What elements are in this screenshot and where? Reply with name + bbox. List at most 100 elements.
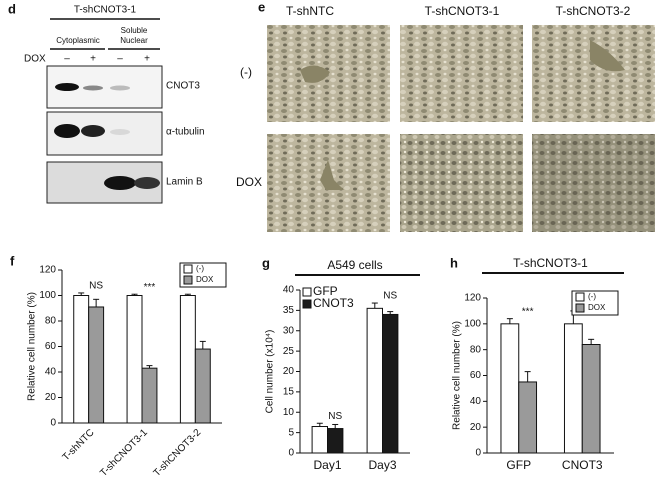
y-tick-label: 25 (283, 346, 295, 357)
y-tick-label: 0 (475, 448, 481, 459)
row-label: DOX (24, 54, 46, 65)
bar (311, 426, 329, 454)
y-tick-label: 80 (470, 344, 482, 355)
bar (518, 381, 538, 454)
micrograph (400, 134, 523, 232)
legend-swatch (302, 287, 312, 297)
annotation: NS (383, 291, 397, 302)
bar (581, 344, 601, 454)
micrograph (532, 134, 655, 232)
micrograph (400, 25, 523, 122)
micrograph-detail (590, 40, 625, 72)
bar (179, 295, 196, 424)
annotation: NS (328, 411, 342, 422)
y-axis-label: Relative cell number (%) (452, 321, 463, 430)
y-tick-label: 60 (45, 341, 57, 352)
band (54, 124, 80, 138)
y-tick-label: 15 (283, 387, 295, 398)
bar (500, 323, 520, 454)
y-tick-label: 30 (283, 325, 295, 336)
y-axis-label: Cell number (x10⁴) (265, 330, 276, 414)
band (104, 176, 136, 190)
band (55, 83, 79, 91)
legend-swatch (575, 303, 585, 313)
legend-swatch (183, 264, 193, 274)
y-tick-label: 100 (39, 290, 56, 301)
x-tick-label: CNOT3 (562, 458, 603, 472)
panel-label: g (262, 255, 270, 270)
y-tick-label: 100 (464, 318, 481, 329)
fraction-label: Nuclear (120, 36, 148, 45)
legend-label: GFP (313, 284, 338, 298)
sign: + (144, 54, 150, 65)
legend-label: DOX (196, 275, 214, 284)
fraction-label: Cytoplasmic (56, 36, 100, 45)
x-tick-label: GFP (506, 458, 531, 472)
y-tick-label: 20 (45, 392, 57, 403)
x-tick-label: T-shCNOT3-1 (98, 427, 150, 479)
bar (194, 348, 211, 424)
y-tick-label: 0 (50, 418, 56, 429)
annotation: NS (89, 281, 103, 292)
band (81, 125, 105, 137)
y-tick-label: 20 (283, 366, 295, 377)
sign: – (64, 54, 70, 65)
y-tick-label: 40 (283, 285, 295, 296)
y-tick-label: 120 (464, 293, 481, 304)
bar (327, 428, 344, 454)
bar (366, 307, 384, 454)
y-tick-label: 20 (470, 422, 482, 433)
bar (141, 367, 158, 424)
y-tick-label: 10 (283, 407, 295, 418)
chart-title: T-shCNOT3-1 (513, 256, 588, 270)
x-tick-label: Day3 (368, 458, 396, 472)
y-tick-label: 35 (283, 305, 295, 316)
y-tick-label: 5 (288, 427, 294, 438)
legend-label: (-) (588, 292, 596, 301)
y-axis-label: Relative cell number (%) (27, 292, 38, 401)
panel-label: h (450, 255, 458, 270)
bar (126, 295, 143, 424)
y-tick-label: 0 (288, 448, 294, 459)
blot-label: Lamin B (166, 177, 203, 188)
bar (73, 295, 90, 424)
bar (563, 323, 583, 454)
bar (382, 313, 399, 454)
panel-label: f (10, 253, 15, 268)
sign: – (117, 54, 123, 65)
legend-label: DOX (588, 303, 606, 312)
chart-title: A549 cells (327, 258, 382, 272)
sign: + (90, 54, 96, 65)
legend-swatch (183, 275, 193, 285)
micrograph-detail (300, 65, 330, 83)
annotation: *** (144, 282, 156, 293)
x-tick-label: Day1 (313, 458, 341, 472)
micrograph-detail (320, 160, 344, 190)
band (110, 129, 130, 135)
y-tick-label: 40 (45, 367, 57, 378)
micrograph-tint (532, 134, 655, 232)
group-label: T-shCNOT3-1 (74, 5, 137, 16)
y-tick-label: 80 (45, 316, 57, 327)
blot-label: CNOT3 (166, 81, 200, 92)
legend-swatch (575, 292, 585, 302)
y-tick-label: 40 (470, 396, 482, 407)
band (110, 85, 130, 91)
bar (88, 306, 105, 424)
row-label: DOX (236, 175, 262, 189)
x-tick-label: T-shCNOT3-2 (152, 427, 204, 479)
column-label: T-shCNOT3-1 (425, 4, 500, 18)
legend-label: CNOT3 (313, 296, 354, 310)
row-label: (-) (240, 65, 252, 79)
annotation: *** (522, 306, 534, 317)
legend-label: (-) (196, 264, 204, 273)
panel-label: e (258, 0, 265, 14)
y-tick-label: 120 (39, 265, 56, 276)
x-tick-label: T-shNTC (61, 427, 97, 463)
blot-label: α-tubulin (166, 127, 205, 138)
legend-swatch (302, 299, 312, 309)
column-label: T-shNTC (286, 4, 334, 18)
fraction-label: Soluble (121, 26, 148, 35)
panel-label: d (8, 1, 16, 16)
